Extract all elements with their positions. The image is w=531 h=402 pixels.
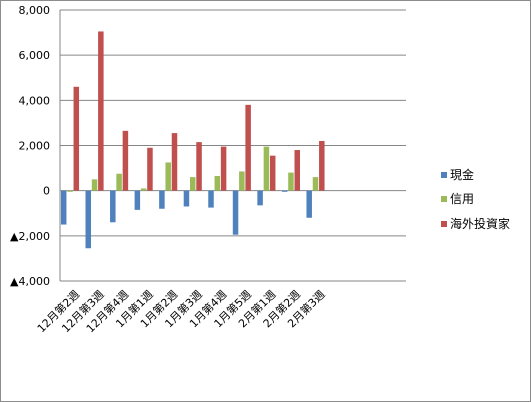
bar-credit [91,179,98,191]
gridlines [59,9,406,282]
legend-label: 信用 [450,192,474,206]
bar-cash [257,190,263,206]
y-tick-label: 6,000 [19,49,51,62]
legend-swatch [441,172,447,178]
bar-cash [183,190,190,207]
bar-cash [134,190,141,210]
bar-credit [239,171,245,191]
legend-label: 現金 [450,167,474,182]
bar-foreign-investors [122,130,129,191]
bar-credit [214,175,221,191]
legend-swatch [441,221,447,227]
bar-foreign-investors [220,146,227,191]
bars [60,31,325,249]
y-tick-label: 2,000 [19,140,51,153]
y-tick-label: ▲2,000 [10,230,50,243]
bar-credit [116,173,122,191]
bar-foreign-investors [319,140,325,191]
bar-foreign-investors [171,133,178,191]
y-axis-ticks: ▲4,000 ▲2,000 0 2,000 4,000 6,000 8,000 [10,4,50,288]
bar-foreign-investors [73,86,80,191]
bar-foreign-investors [294,150,300,191]
bar-credit [140,188,147,191]
x-axis-ticks: 12月第2週12月第3週12月第4週1月第1週1月第2週1月第3週1月第4週1月… [34,287,328,335]
legend-swatch [441,196,447,202]
bar-cash [306,190,312,218]
bar-cash [60,190,67,225]
bar-credit [190,177,196,191]
bar-cash [232,190,239,235]
bar-cash [281,190,288,192]
bar-credit [312,177,319,191]
bar-foreign-investors [196,142,202,191]
legend-label: 海外投資家 [450,216,510,231]
bar-cash [208,190,214,208]
bar-credit [288,172,294,191]
bar-foreign-investors [147,147,153,191]
bar-cash [110,190,116,223]
y-tick-label: 0 [43,185,50,198]
bar-foreign-investors [245,104,251,191]
y-tick-label: 4,000 [19,94,51,107]
bar-credit [67,190,73,192]
bar-cash [85,190,91,249]
bar-credit [165,162,171,191]
bar-credit [263,146,270,191]
bar-foreign-investors [98,31,104,191]
y-tick-label: 8,000 [19,4,51,17]
y-tick-label: ▲4,000 [10,275,50,288]
bar-foreign-investors [269,155,276,191]
bar-cash [159,190,165,209]
